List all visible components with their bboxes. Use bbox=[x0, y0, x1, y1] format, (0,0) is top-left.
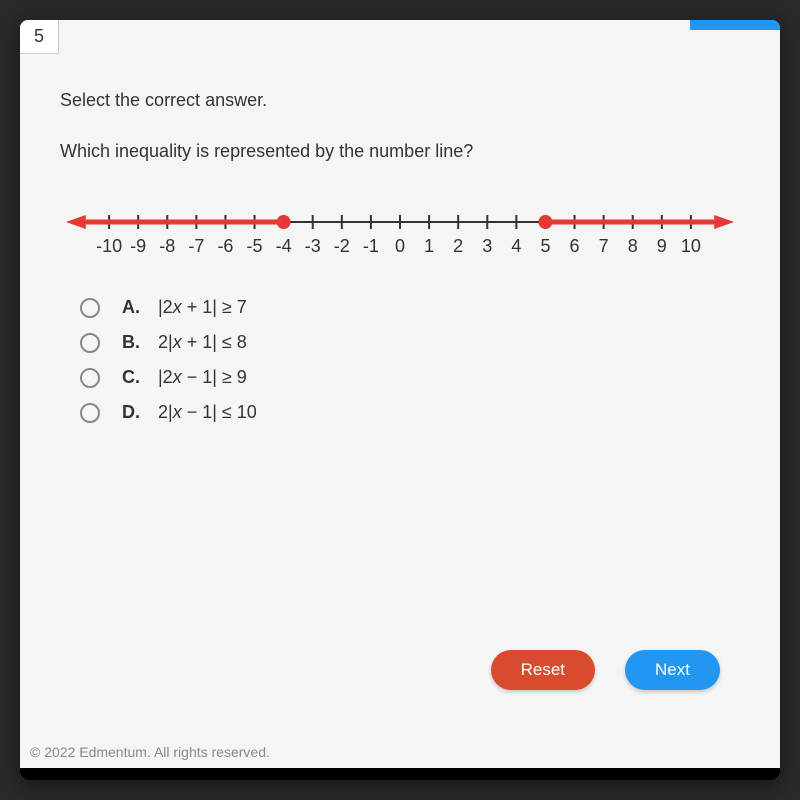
choice-text: 2|x − 1| ≤ 10 bbox=[158, 402, 257, 423]
svg-text:-6: -6 bbox=[217, 236, 233, 256]
svg-text:5: 5 bbox=[540, 236, 550, 256]
svg-text:-3: -3 bbox=[305, 236, 321, 256]
radio-icon[interactable] bbox=[80, 368, 100, 388]
choice-letter: A. bbox=[122, 297, 142, 318]
svg-text:2: 2 bbox=[453, 236, 463, 256]
instruction-text: Select the correct answer. bbox=[60, 90, 740, 111]
choice-letter: D. bbox=[122, 402, 142, 423]
svg-text:0: 0 bbox=[395, 236, 405, 256]
choice-a[interactable]: A. |2x + 1| ≥ 7 bbox=[80, 297, 740, 318]
reset-button[interactable]: Reset bbox=[491, 650, 595, 690]
choices-list: A. |2x + 1| ≥ 7 B. 2|x + 1| ≤ 8 C. |2x − 1| ≥… bbox=[60, 297, 740, 423]
radio-icon[interactable] bbox=[80, 298, 100, 318]
svg-text:9: 9 bbox=[657, 236, 667, 256]
choice-letter: B. bbox=[122, 332, 142, 353]
choice-letter: C. bbox=[122, 367, 142, 388]
choice-d[interactable]: D. 2|x − 1| ≤ 10 bbox=[80, 402, 740, 423]
copyright-footer: © 2022 Edmentum. All rights reserved. bbox=[30, 744, 270, 760]
svg-text:10: 10 bbox=[681, 236, 701, 256]
top-accent-bar bbox=[690, 20, 780, 30]
svg-text:6: 6 bbox=[570, 236, 580, 256]
svg-text:-2: -2 bbox=[334, 236, 350, 256]
button-row: Reset Next bbox=[491, 650, 720, 690]
svg-text:-5: -5 bbox=[247, 236, 263, 256]
bottom-black-bar bbox=[20, 768, 780, 780]
svg-text:-1: -1 bbox=[363, 236, 379, 256]
choice-c[interactable]: C. |2x − 1| ≥ 9 bbox=[80, 367, 740, 388]
choice-text: |2x + 1| ≥ 7 bbox=[158, 297, 247, 318]
svg-text:-9: -9 bbox=[130, 236, 146, 256]
content-area: Select the correct answer. Which inequal… bbox=[20, 20, 780, 423]
svg-text:-7: -7 bbox=[188, 236, 204, 256]
svg-text:-4: -4 bbox=[276, 236, 292, 256]
svg-text:7: 7 bbox=[599, 236, 609, 256]
question-text: Which inequality is represented by the n… bbox=[60, 141, 740, 162]
choice-text: |2x − 1| ≥ 9 bbox=[158, 367, 247, 388]
choice-b[interactable]: B. 2|x + 1| ≤ 8 bbox=[80, 332, 740, 353]
svg-text:3: 3 bbox=[482, 236, 492, 256]
device-frame: 5 Select the correct answer. Which inequ… bbox=[20, 20, 780, 780]
svg-text:8: 8 bbox=[628, 236, 638, 256]
choice-text: 2|x + 1| ≤ 8 bbox=[158, 332, 247, 353]
number-line: -10-9-8-7-6-5-4-3-2-1012345678910 bbox=[60, 192, 740, 267]
next-button[interactable]: Next bbox=[625, 650, 720, 690]
svg-text:-10: -10 bbox=[96, 236, 122, 256]
radio-icon[interactable] bbox=[80, 333, 100, 353]
svg-text:4: 4 bbox=[511, 236, 521, 256]
svg-text:1: 1 bbox=[424, 236, 434, 256]
question-number-badge: 5 bbox=[20, 20, 59, 54]
radio-icon[interactable] bbox=[80, 403, 100, 423]
svg-text:-8: -8 bbox=[159, 236, 175, 256]
